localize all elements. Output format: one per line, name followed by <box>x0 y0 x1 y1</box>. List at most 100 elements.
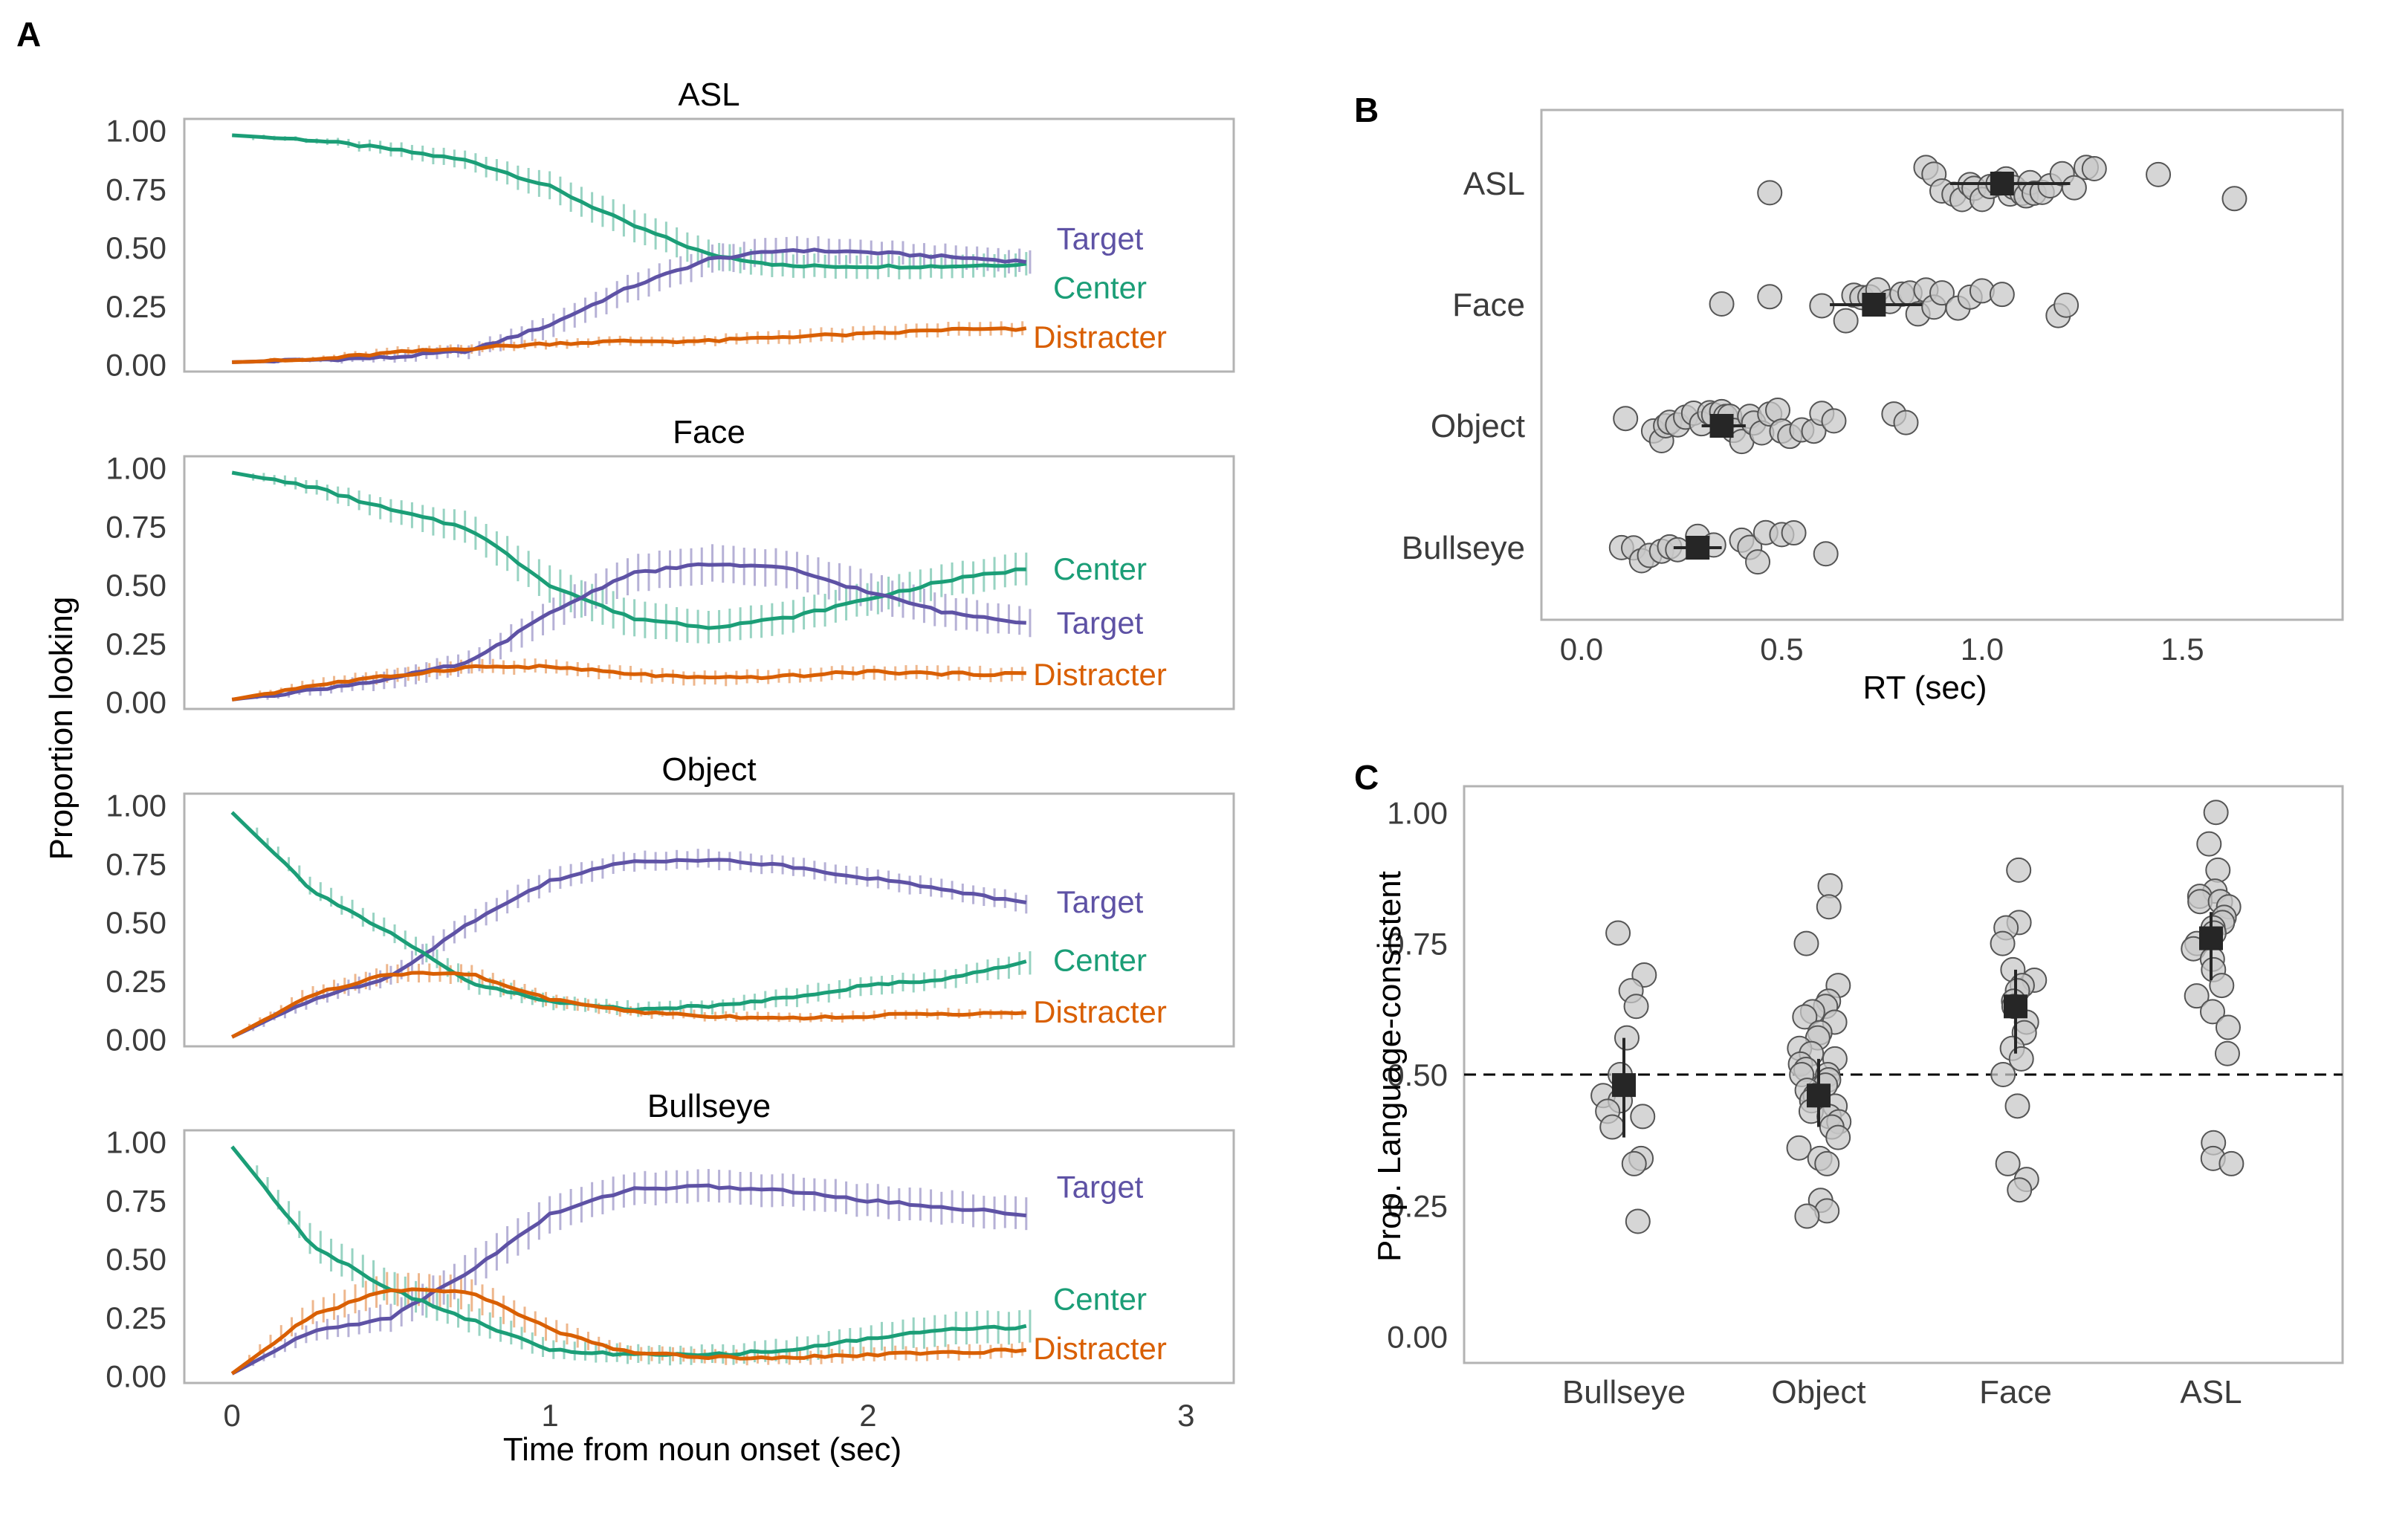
y-tick-label: 0.75 <box>106 509 166 544</box>
data-point <box>2184 983 2210 1009</box>
data-point <box>2004 1093 2030 1119</box>
data-point <box>2215 1014 2241 1040</box>
subplot-title: Bullseye <box>647 1088 771 1124</box>
category-label: Bullseye <box>1402 530 1525 566</box>
category-label: Object <box>1771 1374 1865 1410</box>
data-point <box>1623 994 1649 1020</box>
series-line <box>232 247 1027 364</box>
panel-b-x-axis-label: RT (sec) <box>1862 670 1987 706</box>
y-tick-label: 0.25 <box>106 1300 166 1335</box>
x-tick-label: 0 <box>224 1398 241 1433</box>
data-point <box>1989 282 2015 308</box>
subplot-title: ASL <box>678 77 739 113</box>
series-line <box>231 562 1026 702</box>
y-tick-label: 0.25 <box>1387 1188 1448 1223</box>
x-tick-label: 1.0 <box>1961 632 2004 667</box>
data-point <box>1786 1135 1812 1161</box>
y-tick-label: 1.00 <box>106 1125 166 1160</box>
y-tick-label: 1.00 <box>1387 795 1448 830</box>
mean-marker <box>1686 536 1710 560</box>
panel-c-text: 0.00 0.25 0.50 0.75 1.00 Bullseye Object Face AS… <box>1387 795 2242 1410</box>
x-tick-label: 0.5 <box>1760 632 1803 667</box>
data-point <box>1757 180 1783 206</box>
panel-label-a: A <box>16 15 41 54</box>
data-point <box>2209 973 2235 999</box>
data-point <box>2061 175 2087 201</box>
data-point <box>1781 520 1807 546</box>
category-label: Object <box>1431 408 1525 444</box>
series-label: Target <box>1057 884 1144 919</box>
data-point <box>2203 800 2229 826</box>
panel-b-text: ASL Face Object Bullseye 0.0 0.5 1.0 1.5 <box>1402 166 2204 667</box>
y-tick-label: 1.00 <box>106 451 166 486</box>
data-point <box>2081 155 2107 181</box>
series-line <box>231 1183 1027 1376</box>
series-line <box>230 811 1027 1012</box>
data-point <box>1599 1114 1625 1140</box>
mean-marker <box>1990 172 2014 195</box>
data-point <box>1990 1062 2016 1087</box>
subplot-frame <box>183 117 1235 373</box>
series-line <box>232 133 1027 270</box>
data-point <box>1792 1004 1818 1030</box>
subplot-frame <box>183 1129 1235 1384</box>
series-label: Center <box>1053 943 1147 978</box>
series-label: Center <box>1053 1282 1147 1317</box>
data-point <box>1990 930 2016 956</box>
y-tick-label: 0.75 <box>106 846 166 881</box>
y-tick-label: 0.75 <box>106 172 166 207</box>
y-tick-label: 0.00 <box>1387 1320 1448 1355</box>
subplot-title: Face <box>673 414 745 450</box>
x-tick-label: 3 <box>1177 1398 1194 1433</box>
series-label: Center <box>1053 271 1147 305</box>
panel-a-x-axis-label: Time from noun onset (sec) <box>503 1431 902 1468</box>
y-tick-label: 0.50 <box>106 1242 166 1277</box>
data-point <box>1995 1150 2021 1176</box>
subplot-frame <box>183 792 1235 1048</box>
y-tick-label: 0.25 <box>106 289 166 324</box>
panel-a-text: ASL 0.00 0.25 0.50 0.75 1.00 Target Center Distr… <box>106 77 1194 1433</box>
data-point <box>1765 397 1791 423</box>
data-point <box>1621 1150 1647 1176</box>
mean-marker <box>1807 1083 1831 1108</box>
series-label: Target <box>1057 221 1144 256</box>
panel-a-y-axis-label: Proportion looking <box>43 597 80 861</box>
panel-b-frame <box>1540 108 2344 621</box>
panel-c-y-axis-label: Prop. Language-consistent <box>1371 871 1408 1262</box>
series-line <box>232 326 1027 364</box>
y-tick-label: 0.00 <box>106 348 166 383</box>
series-line <box>231 470 1026 630</box>
data-point <box>2214 1040 2240 1066</box>
data-point <box>2007 1177 2033 1203</box>
category-label: ASL <box>1463 166 1525 202</box>
series-label: Target <box>1057 606 1144 641</box>
series-label: Distracter <box>1033 657 1167 692</box>
data-point <box>2196 831 2222 857</box>
subplot-frame <box>183 455 1235 710</box>
data-point <box>2146 161 2172 187</box>
y-tick-label: 0.00 <box>106 1023 166 1057</box>
data-point <box>1813 541 1839 567</box>
data-point <box>2205 857 2231 883</box>
data-point <box>1614 1025 1640 1051</box>
category-label: ASL <box>2180 1374 2242 1410</box>
panel-label-b: B <box>1354 91 1379 129</box>
data-point <box>1814 1150 1840 1176</box>
category-label: Face <box>1979 1374 2052 1410</box>
data-point <box>2218 1150 2244 1176</box>
series-line <box>231 664 1026 702</box>
y-tick-label: 0.50 <box>106 230 166 265</box>
y-tick-label: 0.50 <box>106 905 166 940</box>
y-tick-label: 1.00 <box>106 788 166 823</box>
data-point <box>1709 291 1735 317</box>
x-tick-label: 1 <box>541 1398 558 1433</box>
y-tick-label: 0.75 <box>1387 927 1448 962</box>
panel-c-means <box>1612 912 2223 1138</box>
data-point <box>1793 930 1819 956</box>
y-tick-label: 0.50 <box>106 568 166 603</box>
series-label: Target <box>1057 1170 1144 1205</box>
data-point <box>2221 186 2247 212</box>
series-label: Distracter <box>1033 1331 1167 1366</box>
data-point <box>1833 308 1859 334</box>
